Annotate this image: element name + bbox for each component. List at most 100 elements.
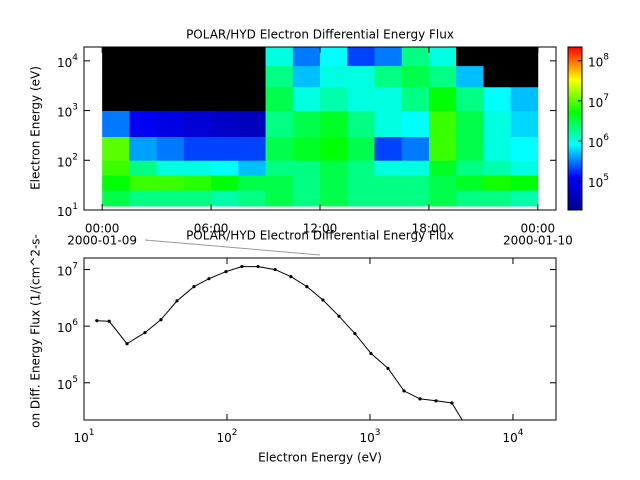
heatmap-cell <box>292 65 321 88</box>
data-point <box>256 264 260 269</box>
y-tick-label: 102 <box>57 152 78 169</box>
data-point <box>159 318 163 322</box>
colorbar <box>567 46 583 211</box>
heatmap-cell <box>238 136 266 161</box>
heatmap-cell <box>102 65 130 88</box>
heatmap-cell <box>265 110 294 137</box>
heatmap-cell <box>183 65 212 88</box>
heatmap-cell <box>510 110 539 137</box>
heatmap-cell <box>510 175 539 191</box>
heatmap-cell <box>374 160 403 176</box>
heatmap-cell <box>320 136 348 161</box>
data-point <box>192 284 196 289</box>
x-date-label: 2000-01-10 <box>503 234 573 248</box>
x-tick-label: 102 <box>216 428 237 445</box>
heatmap-cell <box>265 47 294 67</box>
heatmap-cell <box>401 86 430 111</box>
heatmap-cell <box>374 86 403 111</box>
heatmap-cell <box>483 190 512 207</box>
heatmap-cell <box>347 160 375 176</box>
heatmap-cell <box>456 175 484 191</box>
heatmap-cell <box>483 86 512 111</box>
colorbar-tick-label: 107 <box>588 92 609 109</box>
heatmap-cell <box>211 190 239 207</box>
data-point <box>175 299 179 303</box>
heatmap-cell <box>510 47 539 67</box>
data-point <box>125 342 129 346</box>
x-tick-label: 101 <box>73 428 94 445</box>
heatmap-cell <box>292 190 321 207</box>
heatmap-cell <box>456 47 484 67</box>
time-marker <box>144 239 321 256</box>
heatmap-cell <box>510 86 539 111</box>
heatmap-cell <box>456 86 484 111</box>
heatmap-cell <box>211 47 239 67</box>
heatmap-cell <box>129 65 158 88</box>
data-point <box>353 331 357 336</box>
heatmap-cell <box>374 175 403 191</box>
data-point <box>95 319 99 323</box>
heatmap-cell <box>320 86 348 111</box>
heatmap-cell <box>211 86 239 111</box>
heatmap-cell <box>211 175 239 191</box>
heatmap-cell <box>510 65 539 88</box>
heatmap-cell <box>428 175 457 191</box>
y-axis-label: Electron Energy (eV) <box>29 66 43 190</box>
heatmap-cell <box>374 110 403 137</box>
heatmap-cell <box>292 160 321 176</box>
data-point <box>240 264 244 269</box>
x-tick-label: 104 <box>502 428 523 445</box>
heatmap-cell <box>456 160 484 176</box>
heatmap-cell <box>374 136 403 161</box>
data-point <box>207 277 211 281</box>
heatmap-cell <box>129 175 158 191</box>
x-tick-label: 12:00 <box>303 222 338 236</box>
heatmap-cell <box>156 190 185 207</box>
y-tick-label: 107 <box>57 261 78 278</box>
x-axis-label: Electron Energy (eV) <box>258 451 382 465</box>
heatmap-cell <box>156 65 185 88</box>
y-tick-label: 105 <box>57 374 78 391</box>
heatmap-cell <box>211 160 239 176</box>
heatmap-cell <box>129 86 158 111</box>
y-tick-label: 106 <box>57 318 78 335</box>
heatmap-cell <box>428 136 457 161</box>
y-axis-label: on Diff. Energy Flux (1/(cm^2-s- <box>29 234 43 428</box>
heatmap-cell <box>156 110 185 137</box>
heatmap-cell <box>156 47 185 67</box>
x-date-label: 2000-01-09 <box>67 234 137 248</box>
heatmap-cell <box>320 47 348 67</box>
heatmap-cell <box>238 47 266 67</box>
heatmap-cell <box>183 86 212 111</box>
heatmap-cell <box>156 136 185 161</box>
heatmap-cell <box>483 65 512 88</box>
heatmap-cell <box>156 175 185 191</box>
heatmap-cell <box>401 175 430 191</box>
heatmap-cell <box>102 160 130 176</box>
heatmap-cell <box>374 47 403 67</box>
heatmap-cell <box>238 160 266 176</box>
data-point <box>369 351 373 356</box>
heatmap-cell <box>238 65 266 88</box>
x-tick-label: 00:00 <box>521 222 556 236</box>
heatmap-cell <box>347 47 375 67</box>
colorbar-tick-label: 105 <box>588 173 609 190</box>
heatmap-cell <box>129 160 158 176</box>
heatmap-cell <box>401 110 430 137</box>
heatmap-cell <box>238 86 266 111</box>
heatmap-cell <box>129 136 158 161</box>
heatmap-cell <box>211 65 239 88</box>
heatmap-cell <box>401 47 430 67</box>
heatmap-cell <box>320 160 348 176</box>
heatmap-cell <box>347 136 375 161</box>
data-point <box>402 389 406 393</box>
y-tick-label: 101 <box>57 202 78 219</box>
heatmap-cell <box>211 110 239 137</box>
data-point <box>224 270 228 274</box>
heatmap-cell <box>292 136 321 161</box>
heatmap-cell <box>102 190 130 207</box>
heatmap-cell <box>102 175 130 191</box>
heatmap-cell <box>483 110 512 137</box>
heatmap-cell <box>292 47 321 67</box>
heatmap-cell <box>320 110 348 137</box>
